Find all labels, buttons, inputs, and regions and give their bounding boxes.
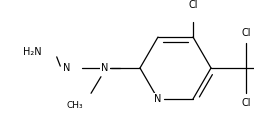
Text: H₂N: H₂N: [23, 47, 42, 57]
Text: Cl: Cl: [188, 0, 198, 10]
Text: Cl: Cl: [241, 98, 251, 108]
Text: Cl: Cl: [241, 28, 251, 38]
Text: N: N: [63, 63, 71, 73]
Text: CH₃: CH₃: [67, 101, 83, 110]
Text: N: N: [154, 94, 162, 104]
Text: N: N: [101, 63, 109, 73]
